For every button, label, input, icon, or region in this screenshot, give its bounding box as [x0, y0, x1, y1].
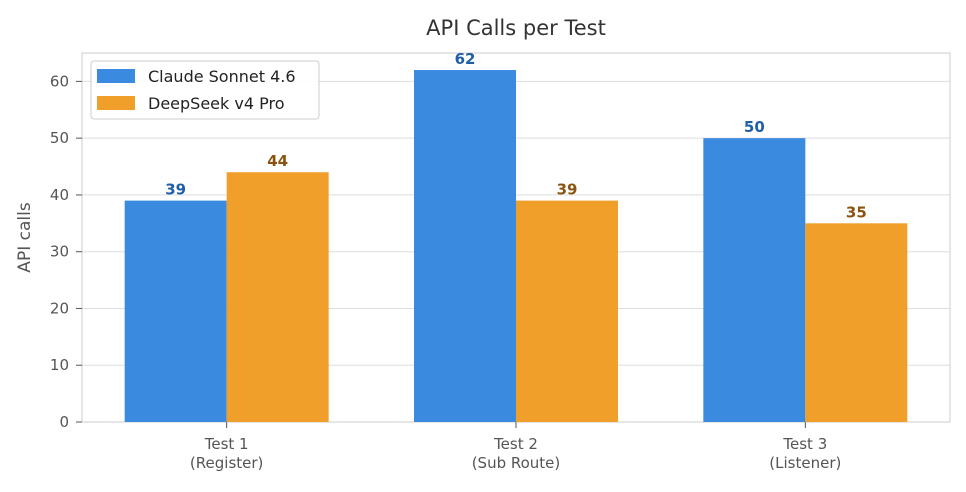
- legend: Claude Sonnet 4.6 DeepSeek v4 Pro: [90, 60, 320, 120]
- legend-swatch: [97, 69, 135, 83]
- x-tick-label: Test 1 (Register): [190, 435, 263, 472]
- y-tick-label: 10: [50, 356, 69, 374]
- x-axis-ticks: Test 1 (Register) Test 2 (Sub Route) Test 3(…: [190, 422, 841, 472]
- data-labels: 39 44 62 39 50 35: [165, 50, 867, 221]
- y-tick-label: 20: [50, 299, 69, 317]
- chart-title: API Calls per Test: [426, 16, 606, 40]
- bar-value-label: 50: [744, 118, 765, 136]
- y-tick-label: 50: [50, 129, 69, 147]
- y-axis-label: API calls: [15, 202, 35, 273]
- y-tick-label: 40: [50, 186, 69, 204]
- bar-value-label: 62: [455, 50, 476, 68]
- legend-box: [90, 60, 320, 120]
- bar-value-label: 39: [165, 181, 186, 199]
- x-tick-label: Test 2 (Sub Route): [472, 435, 561, 472]
- bar-value-label: 44: [267, 152, 288, 170]
- bar-claude-1: [124, 200, 227, 422]
- legend-swatch: [97, 96, 135, 110]
- y-tick-label: 0: [59, 413, 69, 431]
- x-tick-label: Test 3 (Listener): [769, 435, 841, 472]
- bar-deepseek-1: [226, 172, 329, 422]
- y-axis-ticks: 0 10 20 30 40 50 60: [50, 72, 82, 431]
- bars: [124, 70, 908, 423]
- bar-deepseek-3: [805, 223, 908, 422]
- y-tick-label: 30: [50, 243, 69, 261]
- bar-value-label: 39: [557, 181, 578, 199]
- legend-label: Claude Sonnet 4.6: [148, 67, 296, 86]
- bar-value-label: 35: [846, 203, 867, 221]
- legend-label: DeepSeek v4 Pro: [148, 94, 284, 113]
- bar-claude-3: [703, 138, 806, 422]
- bar-claude-2: [414, 70, 516, 423]
- bar-deepseek-2: [516, 200, 618, 422]
- y-tick-label: 60: [50, 72, 69, 90]
